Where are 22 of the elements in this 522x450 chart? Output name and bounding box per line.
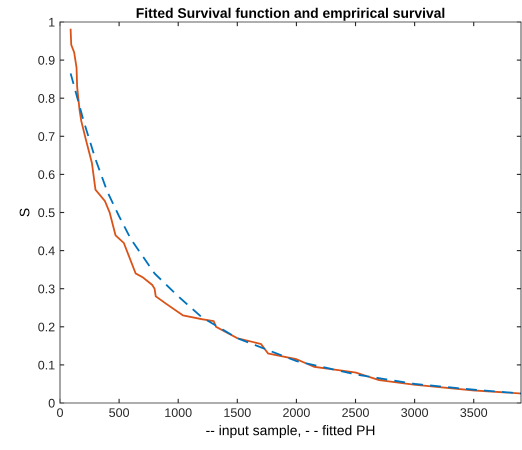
y-tick-label: 0.6: [38, 170, 55, 180]
x-tick-label: 500: [109, 408, 130, 418]
y-tick-label: 0.2: [38, 322, 55, 332]
y-tick-label: 0.3: [38, 284, 55, 294]
x-tick-label: 0: [57, 408, 63, 418]
y-tick-label: 0.7: [38, 132, 55, 141]
y-tick-label: 0.4: [38, 246, 55, 256]
y-tick-label: 0.8: [38, 94, 55, 103]
y-tick-label: 1: [49, 18, 55, 27]
y-tick-label: 0.5: [38, 208, 55, 218]
x-tick-label: 2500: [342, 408, 369, 418]
x-tick-label: 3000: [401, 408, 428, 418]
x-tick-label: 1000: [165, 408, 192, 418]
x-tick-label: 3500: [460, 408, 488, 418]
y-tick-label: 0.1: [38, 360, 55, 370]
y-tick-label: 0.9: [38, 56, 55, 65]
chart-title: Fitted Survival function and emprirical survival: [136, 8, 444, 21]
y-tick-label: 0: [48, 398, 55, 408]
x-tick-label: 1500: [224, 408, 251, 418]
x-axis-title: -- input sample, - - fitted PH: [206, 425, 374, 438]
y-axis-title: S: [20, 208, 30, 216]
x-tick-label: 2000: [283, 408, 310, 418]
